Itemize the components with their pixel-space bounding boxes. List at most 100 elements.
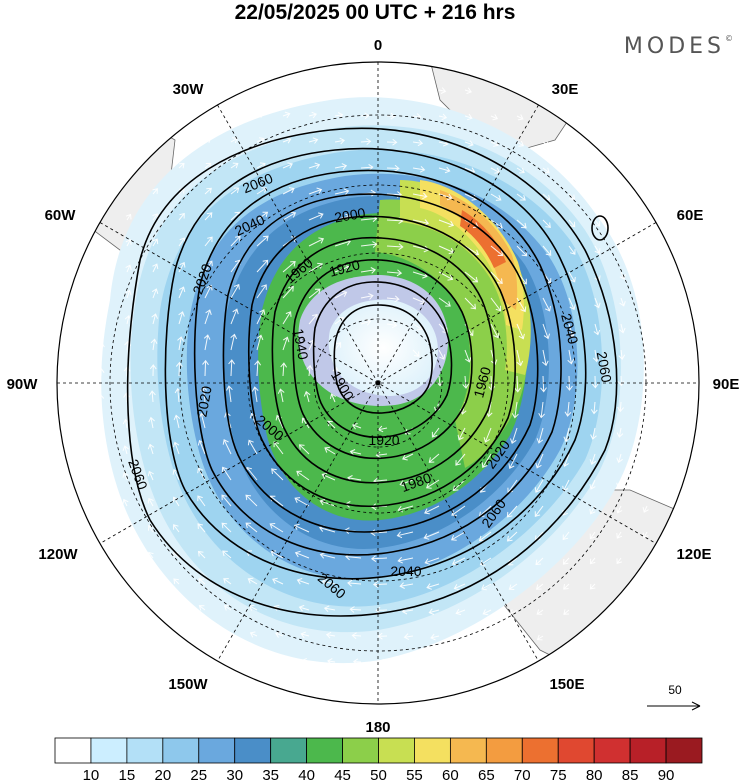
wind-arrow: [124, 314, 132, 325]
wind-arrow: [197, 550, 206, 559]
wind-arrow: [568, 219, 576, 228]
wind-arrow: [334, 188, 350, 196]
wind-arrow: [226, 385, 233, 403]
colorbar-tick-label: 70: [514, 767, 531, 782]
wind-arrow: [254, 360, 262, 377]
wind-arrow: [464, 113, 473, 121]
wind-arrow: [669, 453, 676, 462]
wind-arrow: [222, 550, 232, 559]
wind-arrow: [490, 167, 501, 174]
wind-arrow: [334, 163, 348, 170]
lon-label-0: 0: [374, 37, 382, 54]
wind-arrow: [594, 219, 601, 227]
wind-arrow: [538, 401, 545, 419]
wind-arrow: [424, 505, 440, 515]
wind-arrow: [644, 297, 652, 306]
wind-arrow: [334, 290, 348, 299]
wind-arrow: [303, 390, 311, 403]
colorbar-tick-label: 50: [370, 767, 387, 782]
wind-arrow: [386, 321, 398, 329]
wind-arrow: [464, 349, 472, 363]
wind-arrow: [412, 323, 423, 331]
wind-arrow: [536, 427, 544, 444]
contour-1920: [312, 281, 453, 438]
wind-arrow: [402, 453, 414, 461]
wind-arrow: [349, 449, 362, 456]
wind-arrow: [178, 311, 185, 325]
wind-arrow: [438, 219, 455, 228]
wind-arrow: [542, 323, 551, 340]
wind-arrow: [221, 494, 232, 507]
wind-arrow: [536, 609, 544, 615]
colorbar-swatch: [449, 737, 487, 764]
wind-arrow: [148, 578, 154, 585]
wind-arrow: [352, 423, 362, 430]
wind-arrow: [352, 658, 362, 666]
wind-arrow: [178, 261, 186, 273]
contour-closed-africa: [591, 215, 609, 241]
wind-arrow: [399, 582, 414, 589]
contour-label: 2000: [333, 204, 367, 225]
wind-arrow: [516, 193, 526, 201]
contour-2060: [126, 127, 618, 617]
wind-arrow: [490, 219, 503, 229]
wind-arrow: [172, 496, 180, 507]
wind-arrow: [589, 453, 597, 465]
wind-arrow: [197, 523, 206, 533]
wind-arrow: [542, 245, 552, 256]
colorbar-tick-label: 30: [226, 767, 243, 782]
wind-arrow: [327, 420, 336, 429]
wind-arrow: [125, 239, 132, 247]
wind-arrow: [360, 112, 370, 120]
colorbar-tick-label: 75: [550, 767, 567, 782]
wind-arrow: [245, 494, 258, 507]
wind-arrow: [306, 364, 314, 377]
wind-arrow: [542, 140, 550, 147]
wind-arrow: [323, 605, 336, 613]
wind-arrow: [412, 86, 421, 94]
wind-arrow: [360, 241, 378, 248]
wind-arrow: [147, 497, 154, 507]
wind-arrow: [151, 288, 159, 299]
wind-arrow: [308, 212, 324, 221]
colorbar-tick-label: 55: [406, 767, 423, 782]
wind-arrow: [589, 479, 596, 490]
contour-label: 1960: [470, 365, 494, 399]
wind-arrow: [125, 213, 132, 221]
wind-arrow: [334, 317, 345, 325]
wind-arrow: [457, 659, 466, 667]
wind-arrow: [462, 375, 470, 389]
wind-arrow: [178, 188, 185, 195]
colorbar-tick-label: 85: [622, 767, 639, 782]
wind-arrow: [360, 138, 372, 145]
colorbar-swatch: [234, 737, 272, 764]
contour-label: 2060: [594, 350, 615, 384]
map-title: 22/05/2025 00 UTC + 216 hrs: [234, 1, 516, 24]
wind-arrow: [177, 336, 184, 351]
wind-arrow: [483, 634, 492, 641]
wind-arrow: [508, 583, 518, 590]
wind-arrow: [450, 531, 466, 541]
colorbar-tick-label: 40: [298, 767, 315, 782]
wind-arrow: [616, 557, 623, 565]
lon-label-90w: 90W: [7, 376, 39, 393]
wind-arrow: [150, 338, 158, 351]
wind-arrow: [370, 529, 388, 537]
wind-arrow: [308, 187, 323, 195]
wind-arrow: [568, 193, 576, 201]
lon-label-30e: 30E: [552, 81, 579, 98]
wind-arrow: [221, 522, 232, 533]
wind-arrow: [619, 193, 626, 200]
lon-label-90e: 90E: [713, 376, 740, 393]
colorbar-swatch: [54, 737, 92, 764]
modes-logo: MODES©: [624, 34, 733, 59]
colorbar-swatch: [629, 737, 667, 764]
wind-arrow: [256, 284, 267, 299]
wind-arrow: [280, 362, 288, 377]
wind-arrow: [247, 577, 258, 585]
wind-arrow: [535, 583, 544, 590]
wind-arrow: [589, 505, 596, 515]
wind-arrow: [589, 557, 596, 565]
wind-arrow: [484, 659, 492, 667]
